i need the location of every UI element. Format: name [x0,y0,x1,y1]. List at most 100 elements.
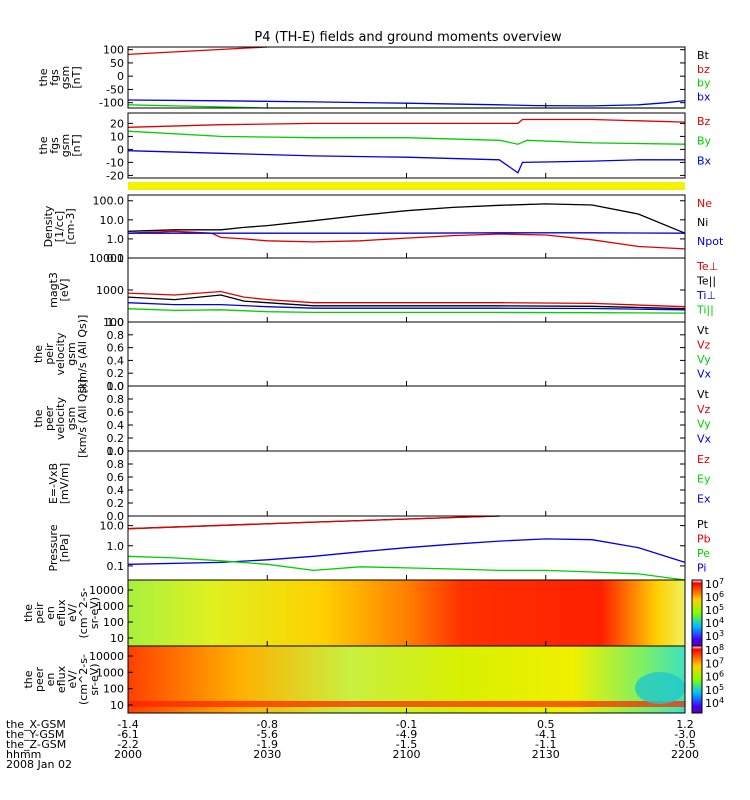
y-tick-label: 0.8 [107,393,125,406]
series-Te⊥ [127,290,686,308]
y-tick-label: 10.0 [100,520,125,533]
legend-peer_velocity: Vz [697,403,711,416]
series-bx [127,99,686,107]
y-axis-label: eV/ [66,604,79,622]
y-axis-label: peir [43,343,56,365]
footer-value: 1.2 [676,718,694,731]
panel-magt3: 10000 1000 100 Te⊥ Te||Ti⊥ Ti|| magt3[eV] [47,252,718,329]
y-tick-label: 1.0 [107,233,125,246]
footer-row-label: the_Y-GSM [6,728,64,741]
y-tick-label: 10 [110,632,124,645]
series-Ne [127,230,686,250]
legend-pressure: Pe [697,547,710,560]
y-axis-label: the [32,345,45,363]
y-axis-label: the [22,670,35,688]
series-Pi [127,538,686,565]
legend-magt3: Ti⊥ [696,289,716,302]
colorbar-tick: 107 [705,577,724,591]
legend-fgs_gsm_2: Bz [697,115,711,128]
legend-efield: Ex [697,492,711,505]
y-tick-label: 1000 [96,284,124,297]
panel-frame [127,194,686,259]
y-axis-label: Density [42,205,55,247]
y-tick-label: 0.6 [107,342,125,355]
y-axis-label: gsm [59,134,72,157]
y-tick-label: 100 [103,683,124,696]
y-axis-label: peir [33,602,46,624]
y-tick-label: 1.0 [107,445,125,458]
footer-value: -0.1 [396,718,417,731]
y-axis-label: sr-eV) [88,597,101,629]
legend-magt3: Ti|| [696,304,714,317]
panel-frame [127,450,686,517]
panels: 100500-50-100Btbzbybxthefgsgsm[nT]20100-… [22,44,724,714]
series-Bx [127,150,685,174]
footer-value: -6.1 [117,728,138,741]
legend-density: Npot [697,235,724,248]
panel-frame [127,321,686,387]
legend-efield: Ez [697,453,710,466]
legend-peer_velocity: Vt [697,388,710,401]
colorbar-peer_eflux [691,645,703,714]
y-tick-label: 10 [110,699,124,712]
y-axis-label: gsm [65,407,78,430]
legend-density: Ni [697,216,708,229]
legend-pressure: Pi [697,562,706,575]
y-tick-label: 50 [110,57,124,70]
y-tick-label: 100 [103,44,124,57]
footer-value: -1.4 [117,718,138,731]
y-tick-label: -100 [99,97,124,110]
panel-density: 100.0 10.0 1.0 0.1 Ne Ni Npot Density[1/cc][cm-… [42,194,724,265]
y-tick-label: 10000 [89,650,124,663]
panel-frame [127,385,686,452]
y-axis-label: [nPa] [58,534,71,562]
y-tick-label: 1.0 [107,540,125,553]
y-tick-label: 0.4 [107,354,125,367]
footer-value: -2.2 [117,738,138,751]
y-tick-label: 100.0 [93,195,125,208]
colorbar-peir_eflux [691,579,703,647]
legend-fgs_gsm: bx [697,90,711,103]
footer-value: -3.0 [674,728,695,741]
legend-peer_velocity: Vx [697,432,712,445]
y-axis-label: en [44,673,57,687]
series-bz [127,46,268,56]
spectrogram-feature [635,672,685,704]
y-axis-label: velocity [54,332,67,375]
y-axis-label: the [22,604,35,622]
y-tick-label: 1.0 [107,316,125,329]
y-axis-label: peer [43,406,56,432]
colorbar-tick: 104 [705,696,724,710]
y-axis-label: the [37,68,50,86]
y-tick-label: 100 [103,616,124,629]
y-axis-label: (cm^2-s- [77,588,90,639]
y-axis-label: E=-VxB [47,463,60,504]
y-axis-label: [mV/m] [58,463,71,504]
y-axis-label: fgs [48,137,61,154]
y-tick-label: -10 [106,156,124,169]
y-axis-label: (cm^2-s- [77,654,90,705]
y-axis-label: eflux [55,665,68,693]
y-tick-label: -20 [106,169,124,182]
footer-row-label: the_X-GSM [6,718,66,731]
footer-value: -1.5 [396,738,417,751]
legend-magt3: Te|| [696,275,716,288]
y-axis-label: gsm [65,342,78,365]
y-axis-label: eflux [55,599,68,627]
footer-value: 2030 [253,748,281,761]
footer-row-label: the_Z-GSM [6,738,66,751]
y-axis-label: fgs [48,69,61,86]
y-axis-label: [eV] [58,279,71,302]
y-tick-label: 10000 [89,252,124,265]
y-tick-label: 10.0 [100,214,125,227]
colorbar-tick: 105 [705,603,724,617]
y-tick-label: 0 [117,70,124,83]
y-tick-label: 0.6 [107,406,125,419]
spectrogram-peir_eflux [128,580,685,646]
footer-value: 0.5 [537,718,555,731]
